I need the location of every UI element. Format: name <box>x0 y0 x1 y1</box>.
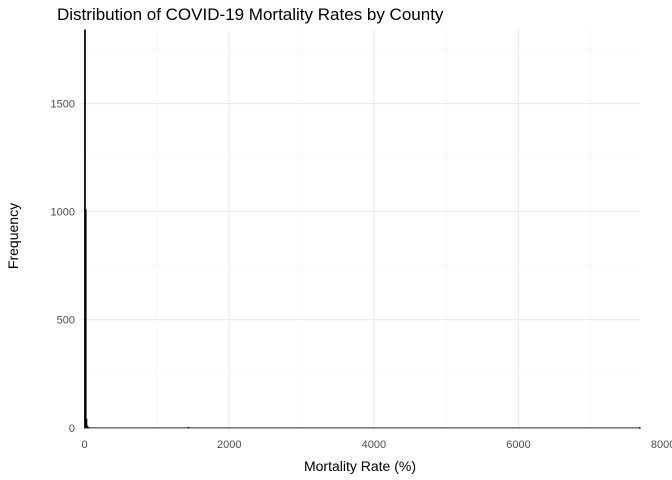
grid-lines <box>81 30 640 430</box>
x-tick-label: 2000 <box>217 439 241 451</box>
x-axis-title: Mortality Rate (%) <box>304 458 416 474</box>
y-tick-label: 1500 <box>51 99 75 111</box>
histogram-bars <box>84 29 641 429</box>
chart-title: Distribution of COVID-19 Mortality Rates… <box>57 5 444 24</box>
y-axis-ticks: 0 500 1000 1500 <box>51 99 75 435</box>
y-axis-title: Frequency <box>5 203 21 269</box>
y-tick-label: 0 <box>69 423 75 435</box>
x-tick-label: 4000 <box>362 439 386 451</box>
x-tick-label: 6000 <box>506 439 530 451</box>
x-tick-label: 0 <box>82 439 88 451</box>
histogram-bar <box>84 208 87 429</box>
y-tick-label: 500 <box>57 315 75 327</box>
y-tick-label: 1000 <box>51 207 75 219</box>
